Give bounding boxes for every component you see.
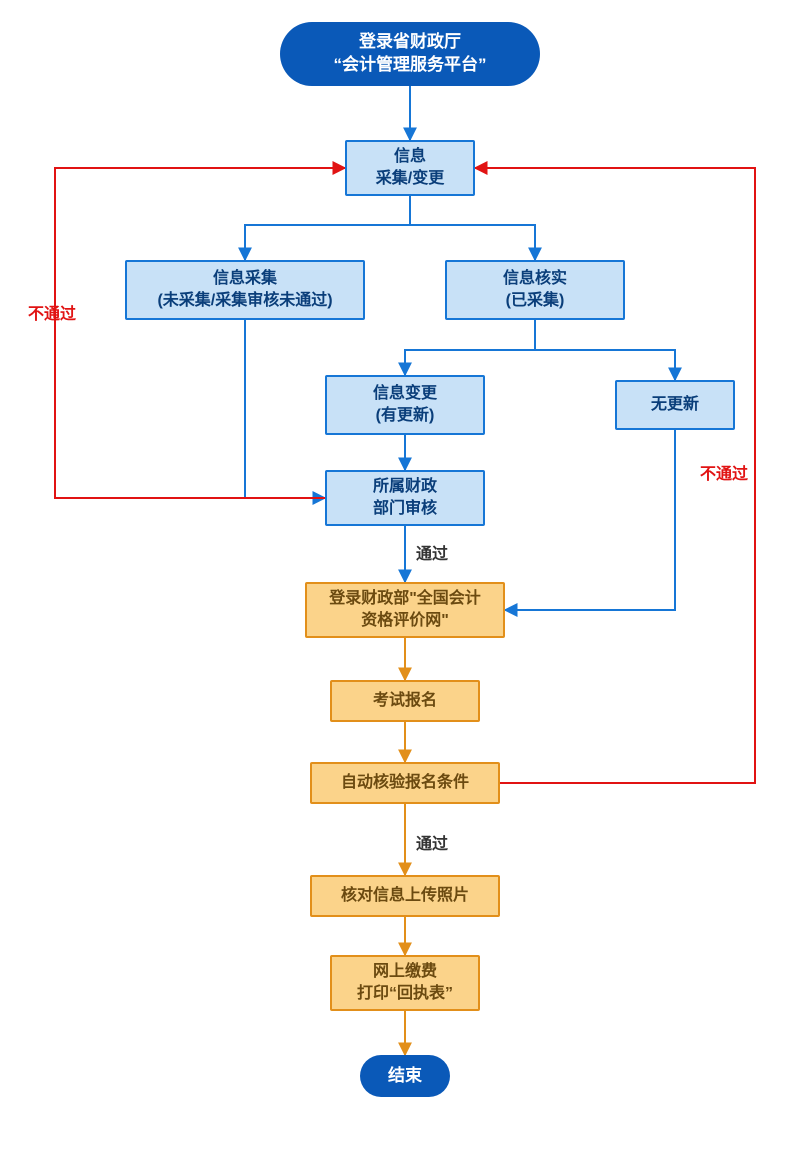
edge-label-1: 不通过 <box>700 460 748 484</box>
edge-noupd-to-login2 <box>505 430 675 610</box>
node-collect: 信息 采集/变更 <box>345 140 475 196</box>
edge-collect-to-left <box>245 196 410 260</box>
edge-collect-to-right <box>410 196 535 260</box>
node-start: 登录省财政厅 “会计管理服务平台” <box>280 22 540 86</box>
edge-label-2: 通过 <box>416 540 448 564</box>
edge-label-3: 通过 <box>416 830 448 854</box>
node-right: 信息核实 (已采集) <box>445 260 625 320</box>
edge-audit-to-collect <box>55 168 345 498</box>
node-autochk: 自动核验报名条件 <box>310 762 500 804</box>
node-pay: 网上缴费 打印“回执表” <box>330 955 480 1011</box>
node-noupd: 无更新 <box>615 380 735 430</box>
node-register: 考试报名 <box>330 680 480 722</box>
node-verify: 核对信息上传照片 <box>310 875 500 917</box>
edge-label-0: 不通过 <box>28 300 76 324</box>
node-end: 结束 <box>360 1055 450 1097</box>
node-left: 信息采集 (未采集/采集审核未通过) <box>125 260 365 320</box>
edge-left-to-audit <box>245 320 325 498</box>
edge-right-to-noupd <box>535 320 675 380</box>
edge-right-to-change <box>405 320 535 375</box>
node-audit: 所属财政 部门审核 <box>325 470 485 526</box>
flowchart-canvas: 登录省财政厅 “会计管理服务平台” 信息 采集/变更信息采集 (未采集/采集审核未… <box>0 0 800 1156</box>
node-login2: 登录财政部"全国会计 资格评价网" <box>305 582 505 638</box>
node-change: 信息变更 (有更新) <box>325 375 485 435</box>
